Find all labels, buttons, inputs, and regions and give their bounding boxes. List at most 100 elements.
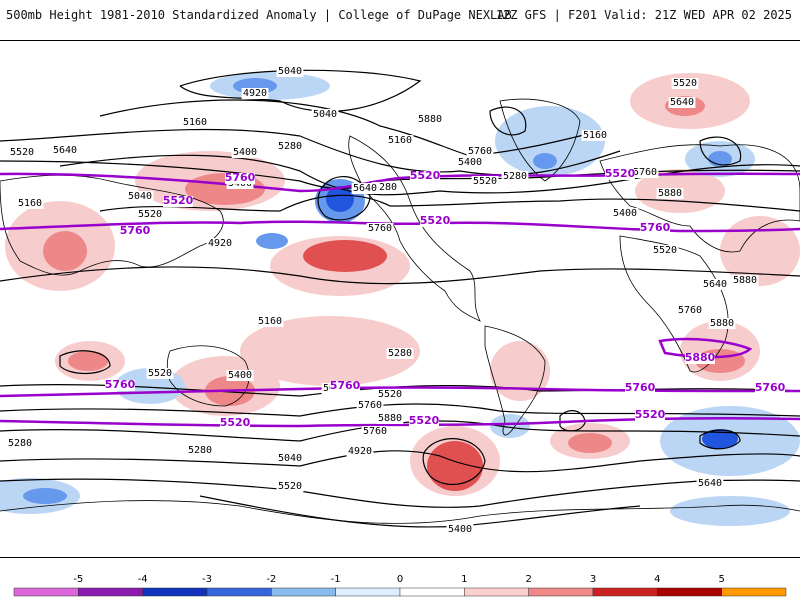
contour-5280-north — [0, 128, 621, 176]
contour-label: 5280 — [501, 171, 529, 182]
svg-text:5880: 5880 — [733, 275, 757, 286]
svg-text:5520: 5520 — [410, 169, 441, 182]
contour-label: 5040 — [276, 66, 304, 77]
contour-labels: 5040 4920 5040 5160 5280 5400 5520 5640 5760 5880… — [6, 66, 759, 535]
contour-label: 5760 — [366, 223, 394, 234]
svg-text:4920: 4920 — [243, 88, 267, 99]
contour-label: 5040 — [311, 109, 339, 120]
svg-text:5880: 5880 — [418, 114, 442, 125]
run-info: 12Z GFS | F201 Valid: 21Z WED APR 02 202… — [495, 8, 792, 22]
highlight-contour-label: 5760 — [640, 221, 671, 234]
contour-label: 5760 — [356, 400, 384, 411]
contour-label: 5280 — [186, 445, 214, 456]
pos-anomaly-pacific-core — [303, 240, 387, 272]
highlight-contour-label: 5520 — [420, 214, 451, 227]
height-contours — [0, 69, 800, 528]
svg-text:5520: 5520 — [10, 147, 34, 158]
purple-5520-north — [0, 172, 800, 193]
contour-label: 5400 — [226, 370, 254, 381]
contour-label: 5400 — [446, 524, 474, 535]
svg-text:4920: 4920 — [348, 446, 372, 457]
svg-text:5760: 5760 — [633, 167, 657, 178]
svg-text:5280: 5280 — [503, 171, 527, 182]
map-title: 500mb Height 1981-2010 Standardized Anom… — [6, 8, 512, 22]
colorbar-tick-label: -2 — [266, 574, 276, 585]
svg-text:5520: 5520 — [635, 408, 666, 421]
contour-4920-south — [199, 495, 641, 528]
contour-label: 5280 — [276, 141, 304, 152]
highlight-contour-label: 5760 — [755, 381, 786, 394]
svg-text:5760: 5760 — [368, 223, 392, 234]
contour-label: 5640 — [696, 478, 724, 489]
svg-text:5520: 5520 — [420, 214, 451, 227]
highlight-contour-label: 5520 — [635, 408, 666, 421]
colorbar-swatch — [721, 587, 787, 597]
contour-5640-north — [99, 194, 800, 212]
highlight-contour-label: 5760 — [105, 378, 136, 391]
contour-ring-1 — [489, 106, 527, 136]
svg-text:5160: 5160 — [183, 117, 207, 128]
highlight-contour-label: 5880 — [685, 351, 716, 364]
contour-5160-south — [0, 450, 800, 473]
anomaly-map[interactable]: 5040 4920 5040 5160 5280 5400 5520 5640 5760 5880… — [0, 40, 800, 558]
contour-ring-drake — [559, 410, 586, 432]
pos-anomaly-south-atl-core — [427, 441, 483, 491]
pos-anomaly-mideast — [720, 216, 800, 286]
svg-text:5160: 5160 — [388, 135, 412, 146]
contour-label: 5520 — [136, 209, 164, 220]
contour-label: 5880 — [708, 318, 736, 329]
svg-text:5520: 5520 — [220, 416, 251, 429]
contour-ring-2 — [699, 136, 742, 166]
colorbar-swatch — [271, 587, 336, 597]
contour-5640-south — [0, 403, 800, 417]
colorbar-tick-label: 1 — [461, 574, 467, 585]
highlight-contour-label: 5520 — [163, 194, 194, 207]
colorbar-tick-label: 4 — [654, 574, 660, 585]
svg-text:5880: 5880 — [710, 318, 734, 329]
contour-label: 5400 — [231, 147, 259, 158]
svg-text:5760: 5760 — [468, 146, 492, 157]
coast-antarctica — [0, 500, 800, 524]
contour-ring-io — [59, 350, 111, 375]
svg-text:5280: 5280 — [388, 348, 412, 359]
contour-label: 5760 — [676, 305, 704, 316]
svg-text:5760: 5760 — [640, 221, 671, 234]
highlight-contour-label: 5520 — [220, 416, 251, 429]
svg-text:5160: 5160 — [18, 198, 42, 209]
svg-text:5760: 5760 — [358, 400, 382, 411]
colorbar-swatch — [206, 587, 272, 597]
contour-label: 5880 — [731, 275, 759, 286]
svg-text:5760: 5760 — [678, 305, 702, 316]
contour-label: 5160 — [386, 135, 414, 146]
contour-label: 5640 — [351, 183, 379, 194]
svg-text:5640: 5640 — [53, 145, 77, 156]
contour-label: 5400 — [611, 208, 639, 219]
contour-label: 5400 — [456, 157, 484, 168]
colorbar-swatch — [399, 587, 465, 597]
colorbar-swatch — [464, 587, 529, 597]
contour-label: 5040 — [126, 191, 154, 202]
svg-text:5520: 5520 — [378, 389, 402, 400]
colorbar-tick-label: 5 — [718, 574, 724, 585]
svg-text:5640: 5640 — [353, 183, 377, 194]
colorbar-tick-label: 3 — [590, 574, 596, 585]
svg-text:5280: 5280 — [373, 182, 397, 193]
svg-text:5760: 5760 — [120, 224, 151, 237]
highlight-contour-label: 5520 — [410, 169, 441, 182]
contour-label: 5640 — [51, 145, 79, 156]
svg-text:5760: 5760 — [625, 381, 656, 394]
highlight-contour-label: 5760 — [120, 224, 151, 237]
neg-anomaly-greenland — [495, 106, 605, 176]
svg-text:5040: 5040 — [278, 453, 302, 464]
svg-text:5760: 5760 — [755, 381, 786, 394]
contour-ring-south-atl — [422, 438, 486, 485]
highlight-contour-label: 5760 — [625, 381, 656, 394]
svg-text:5400: 5400 — [228, 370, 252, 381]
coast-south-america — [484, 325, 546, 436]
neg-anomaly-antarctic-e — [670, 496, 790, 526]
contour-label: 5640 — [668, 97, 696, 108]
neg-anomaly-pacific-small — [256, 233, 288, 249]
svg-text:5040: 5040 — [128, 191, 152, 202]
contour-label: 4920 — [346, 446, 374, 457]
svg-text:5040: 5040 — [313, 109, 337, 120]
